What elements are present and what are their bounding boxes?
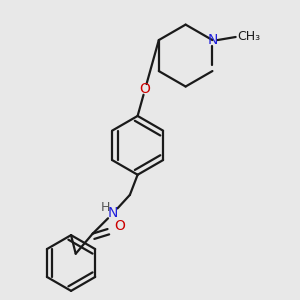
Text: CH₃: CH₃: [237, 30, 260, 43]
Text: N: N: [207, 33, 218, 47]
Text: H: H: [100, 201, 110, 214]
Text: O: O: [114, 220, 125, 233]
Text: N: N: [108, 206, 118, 220]
Text: O: O: [140, 82, 151, 96]
